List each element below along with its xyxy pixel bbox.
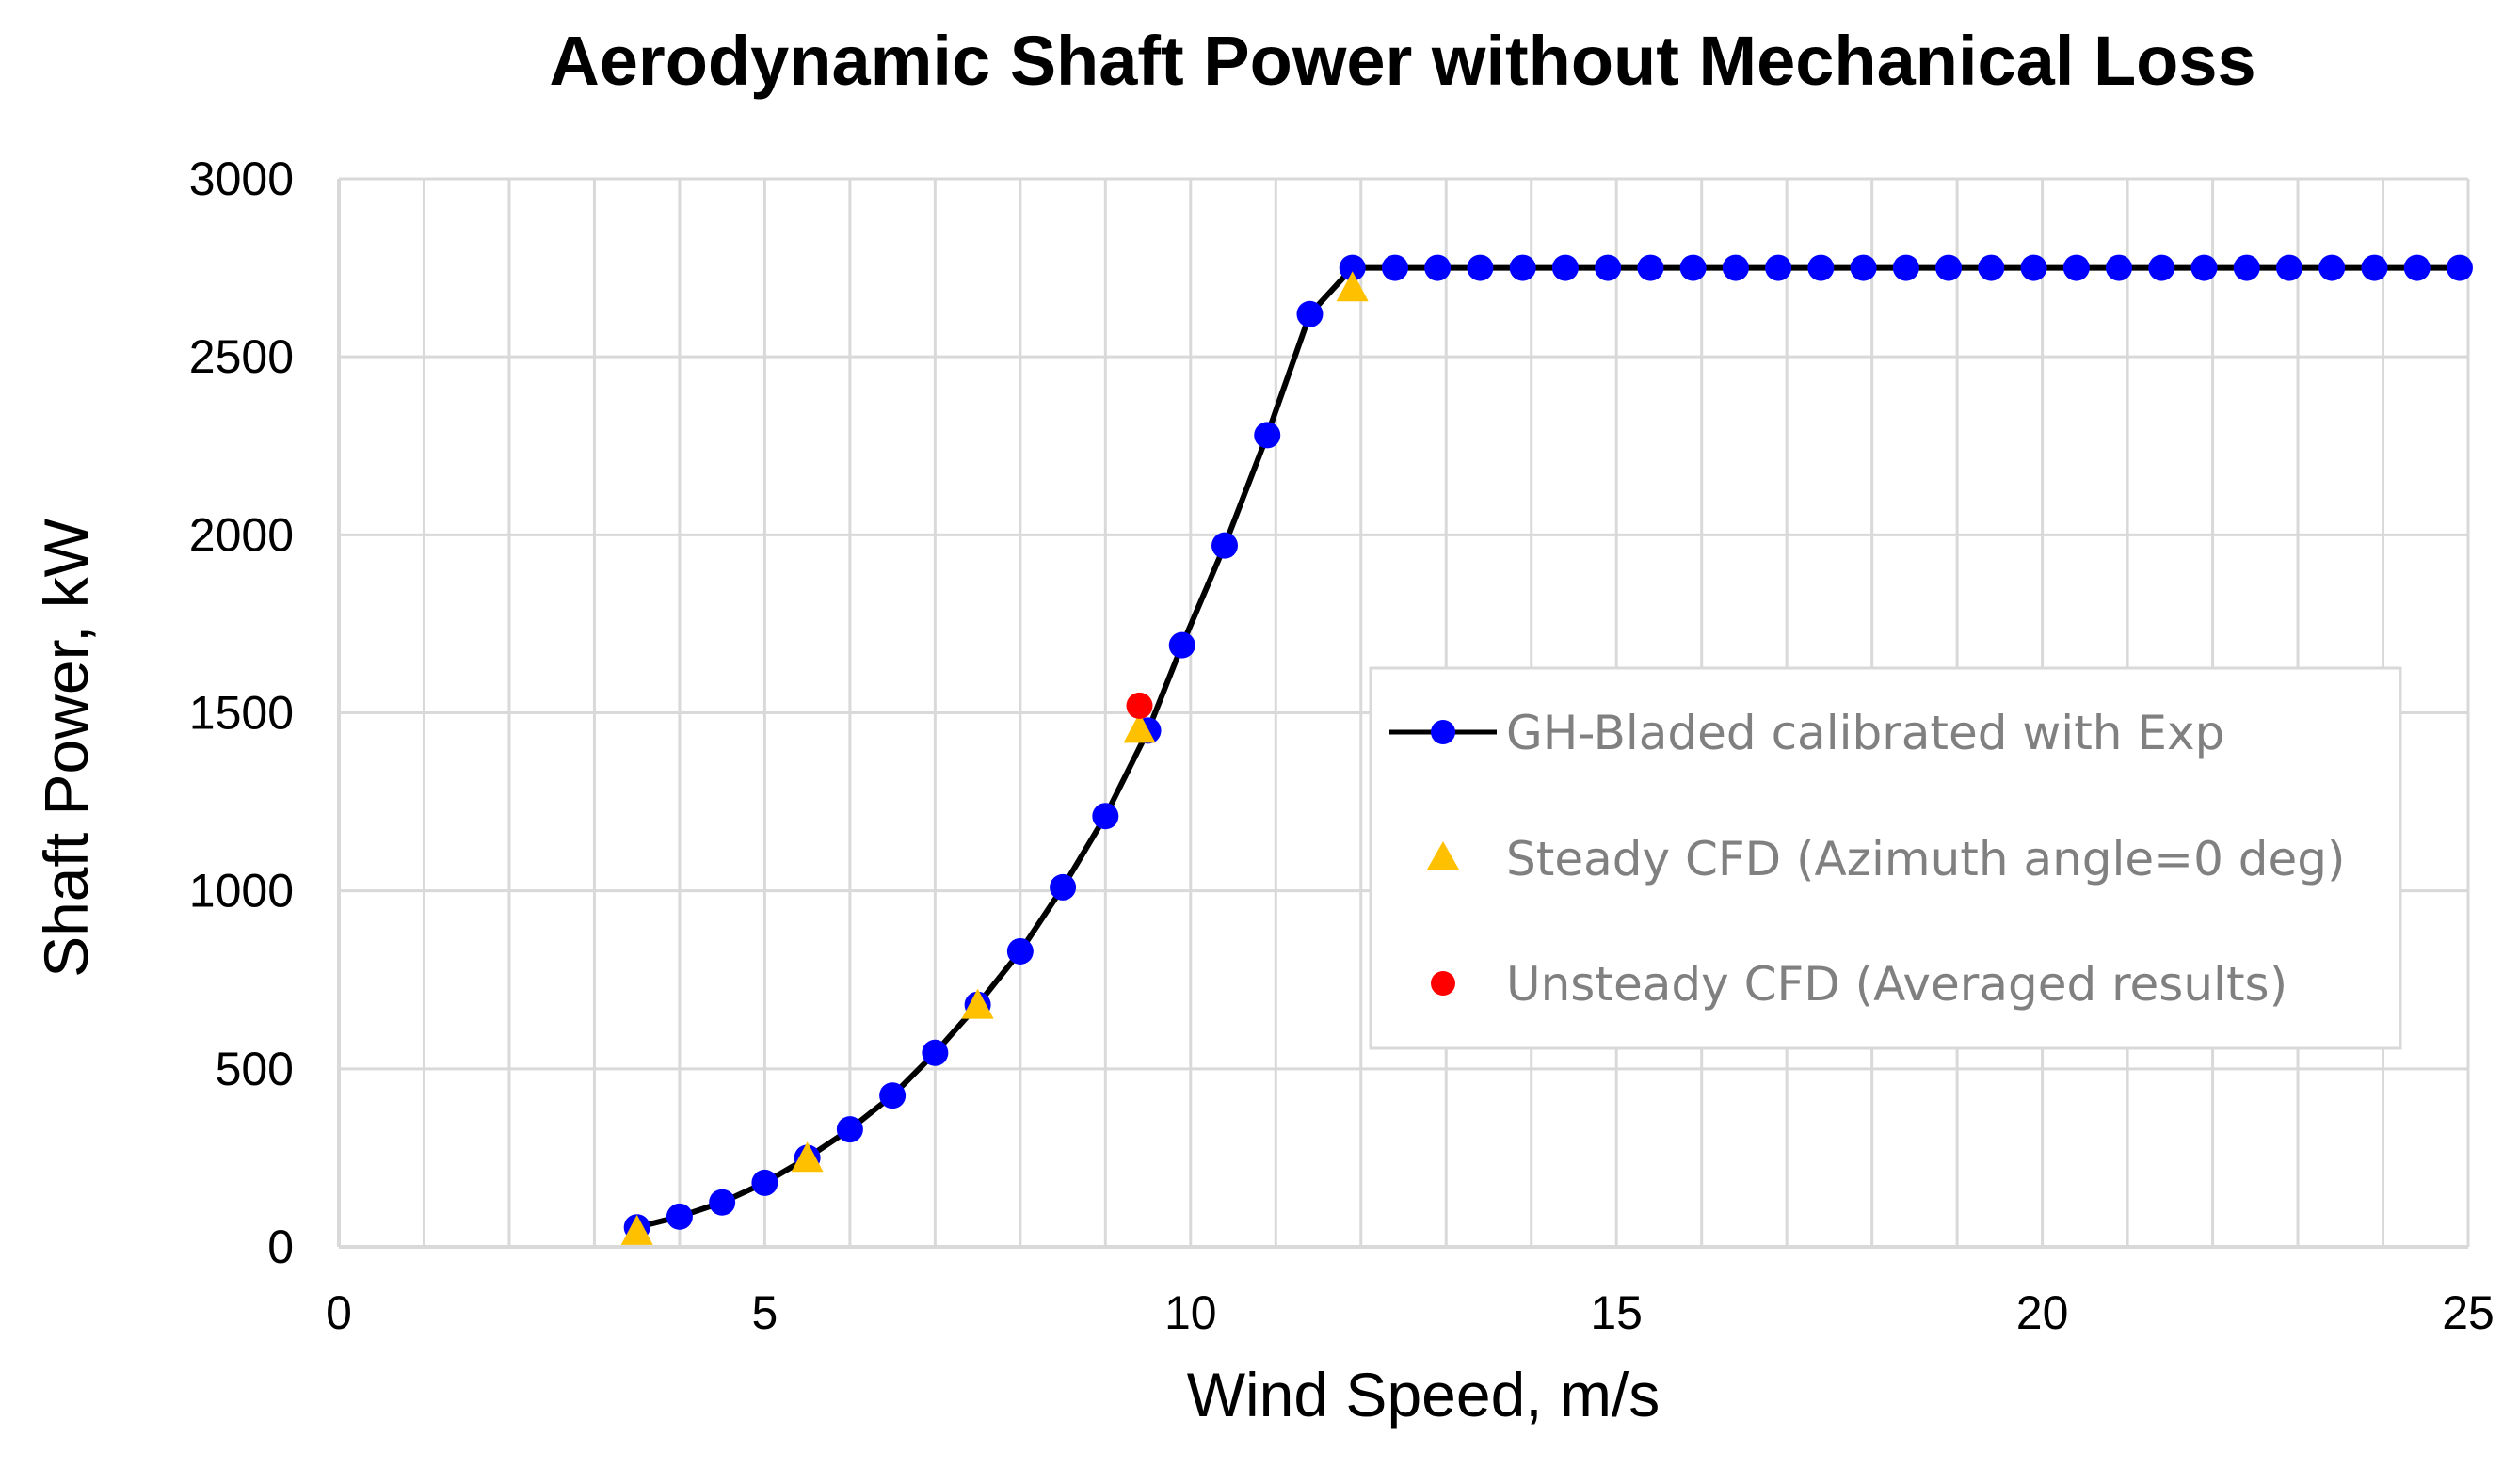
gh-bladed-point <box>2361 254 2388 281</box>
gh-bladed-point <box>1467 254 1494 281</box>
gh-bladed-point <box>1892 254 1919 281</box>
gh-bladed-point <box>1006 937 1034 965</box>
tick-layer: 0 5 10 15 20 25 0 500 1000 1500 2000 2500 3000 <box>189 152 2495 1339</box>
gh-bladed-point <box>836 1116 863 1143</box>
gh-bladed-point <box>2062 254 2090 281</box>
gh-bladed-point <box>1424 254 1452 281</box>
gh-bladed-point <box>1254 422 1281 449</box>
gh-bladed-point <box>1807 254 1835 281</box>
y-tick-label: 2000 <box>189 508 294 561</box>
steady-cfd-point <box>961 988 994 1019</box>
gh-bladed-point <box>1637 254 1664 281</box>
gh-bladed-point <box>2190 254 2218 281</box>
y-tick-label: 3000 <box>189 152 294 205</box>
chart-title: Aerodynamic Shaft Power without Mechanic… <box>549 22 2255 100</box>
gh-bladed-point <box>1679 254 1707 281</box>
gh-bladed-point <box>1935 254 1963 281</box>
x-tick-label: 25 <box>2442 1286 2495 1339</box>
gh-bladed-point <box>1050 873 1077 901</box>
legend-label-steady: Steady CFD (Azimuth angle=0 deg) <box>1506 832 2346 886</box>
gh-bladed-point <box>1850 254 1877 281</box>
gh-bladed-point <box>1381 254 1408 281</box>
gh-bladed-point <box>751 1169 778 1196</box>
legend-label-gh: GH-Bladed calibrated with Exp <box>1506 706 2224 760</box>
gh-bladed-point <box>1211 532 1238 559</box>
y-tick-label: 2500 <box>189 330 294 383</box>
gh-bladed-point <box>2020 254 2047 281</box>
gh-bladed-point <box>709 1189 736 1216</box>
gh-bladed-point <box>666 1203 693 1230</box>
gh-bladed-point <box>1595 254 1622 281</box>
steady-cfd-point <box>791 1141 824 1173</box>
gh-bladed-point <box>1092 803 1119 830</box>
legend-marker-steady <box>1427 841 1459 870</box>
gh-bladed-point <box>2148 254 2175 281</box>
gh-bladed-point <box>1168 631 1195 659</box>
gh-bladed-point <box>2403 254 2431 281</box>
y-axis-label: Shaft Power, kW <box>31 518 101 978</box>
x-axis-label: Wind Speed, m/s <box>1187 1360 1661 1429</box>
x-tick-label: 10 <box>1164 1286 1217 1339</box>
axis-layer <box>337 179 2468 1249</box>
y-tick-label: 0 <box>267 1221 294 1273</box>
steady-cfd-point <box>1123 712 1156 743</box>
gh-bladed-point <box>2233 254 2260 281</box>
gh-bladed-point <box>2275 254 2302 281</box>
y-tick-label: 500 <box>216 1043 294 1095</box>
legend-box <box>1369 666 2402 1050</box>
gh-bladed-point <box>2106 254 2133 281</box>
gh-bladed-point <box>1296 300 1324 327</box>
gh-bladed-point <box>922 1039 949 1066</box>
gh-bladed-point <box>1722 254 1749 281</box>
x-tick-label: 0 <box>326 1286 352 1339</box>
series-layer <box>620 254 2473 1245</box>
legend-marker-gh <box>1431 720 1455 744</box>
legend: GH-Bladed calibrated with Exp Steady CFD… <box>1369 666 2402 1050</box>
gh-bladed-point <box>1765 254 1792 281</box>
gh-bladed-point <box>2318 254 2346 281</box>
steady-cfd-point <box>620 1214 653 1245</box>
y-tick-label: 1000 <box>189 865 294 918</box>
x-tick-label: 20 <box>2016 1286 2069 1339</box>
unsteady-cfd-point <box>1126 692 1153 719</box>
gh-bladed-point <box>1978 254 2005 281</box>
x-tick-label: 5 <box>751 1286 778 1339</box>
gh-bladed-point <box>1509 254 1536 281</box>
x-tick-label: 15 <box>1590 1286 1643 1339</box>
gh-bladed-point <box>1551 254 1579 281</box>
legend-marker-unsteady <box>1431 971 1455 996</box>
y-tick-label: 1500 <box>189 687 294 740</box>
gh-bladed-point <box>879 1082 907 1109</box>
gh-bladed-point <box>2446 254 2473 281</box>
legend-label-unsteady: Unsteady CFD (Averaged results) <box>1506 957 2287 1012</box>
steady-cfd-point <box>1336 271 1369 302</box>
gh-bladed-point <box>1339 254 1366 281</box>
